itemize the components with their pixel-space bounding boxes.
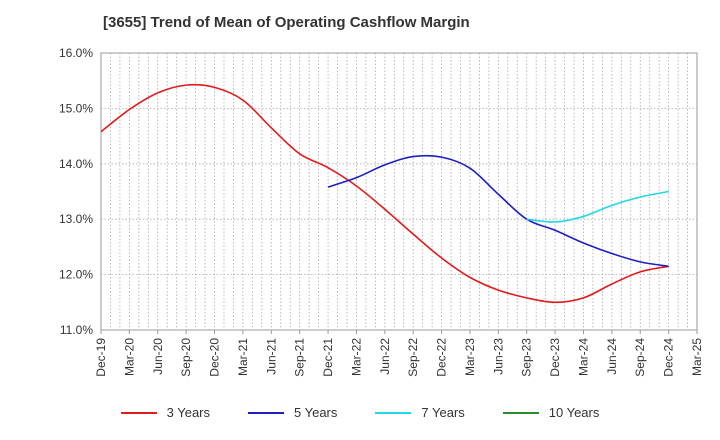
x-tick-label: Jun-22	[378, 338, 392, 375]
legend-swatch	[120, 411, 157, 414]
legend-item-7-years: 7 Years	[375, 405, 465, 420]
series-lines	[100, 83, 669, 304]
x-tick-label: Sep-21	[293, 338, 307, 377]
legend-label: 7 Years	[421, 405, 465, 420]
legend-label: 3 Years	[166, 405, 210, 420]
legend-swatch	[375, 411, 412, 414]
y-tick-label: 11.0%	[60, 323, 93, 337]
legend-item-10-years: 10 Years	[502, 405, 600, 420]
series-line-5-years	[327, 154, 669, 268]
legend-swatch	[502, 411, 539, 414]
y-tick-label: 12.0%	[59, 268, 93, 282]
x-tick-label: Dec-20	[208, 338, 222, 377]
chart-title: [3655] Trend of Mean of Operating Cashfl…	[103, 14, 470, 31]
legend: 3 Years 5 Years 7 Years 10 Years	[0, 405, 720, 420]
x-tick-label: Mar-22	[349, 338, 363, 376]
x-tick-label: Jun-20	[151, 338, 165, 375]
x-tick-label: Dec-19	[94, 338, 108, 377]
grid-lines	[101, 53, 697, 330]
y-tick-label: 13.0%	[59, 212, 93, 226]
x-tick-label: Jun-21	[264, 338, 278, 375]
series-line-7-years	[526, 190, 669, 223]
legend-item-3-years: 3 Years	[120, 405, 210, 420]
x-tick-label: Jun-24	[605, 338, 619, 375]
x-tick-label: Jun-23	[491, 338, 505, 375]
legend-swatch	[248, 411, 284, 414]
series-line-3-years	[100, 83, 669, 304]
x-tick-label: Sep-23	[520, 338, 534, 377]
x-tick-label: Sep-24	[633, 338, 647, 377]
legend-item-5-years: 5 Years	[248, 405, 337, 420]
x-tick-label: Dec-22	[435, 338, 449, 377]
y-tick-label: 16.0%	[59, 46, 93, 60]
legend-label: 10 Years	[548, 405, 600, 420]
x-tick-label: Sep-20	[179, 338, 193, 377]
y-axis-ticks: 11.0% 12.0% 13.0% 14.0% 15.0% 16.0%	[59, 46, 93, 337]
y-tick-label: 15.0%	[59, 101, 93, 115]
legend-label: 5 Years	[294, 405, 338, 420]
x-axis-ticks: Dec-19 Mar-20 Jun-20 Sep-20 Dec-20 Mar-21 Jun-…	[94, 330, 704, 377]
x-tick-label: Mar-23	[463, 338, 477, 376]
plot-area	[100, 52, 698, 331]
x-tick-label: Mar-24	[576, 338, 590, 376]
x-tick-label: Mar-20	[122, 338, 136, 376]
x-tick-label: Dec-21	[321, 338, 335, 377]
x-tick-label: Dec-24	[662, 338, 676, 377]
y-tick-label: 14.0%	[59, 157, 93, 171]
x-tick-label: Sep-22	[406, 338, 420, 377]
x-tick-label: Dec-23	[548, 338, 562, 377]
x-tick-label: Mar-21	[236, 338, 250, 376]
x-tick-label: Mar-25	[690, 338, 704, 376]
